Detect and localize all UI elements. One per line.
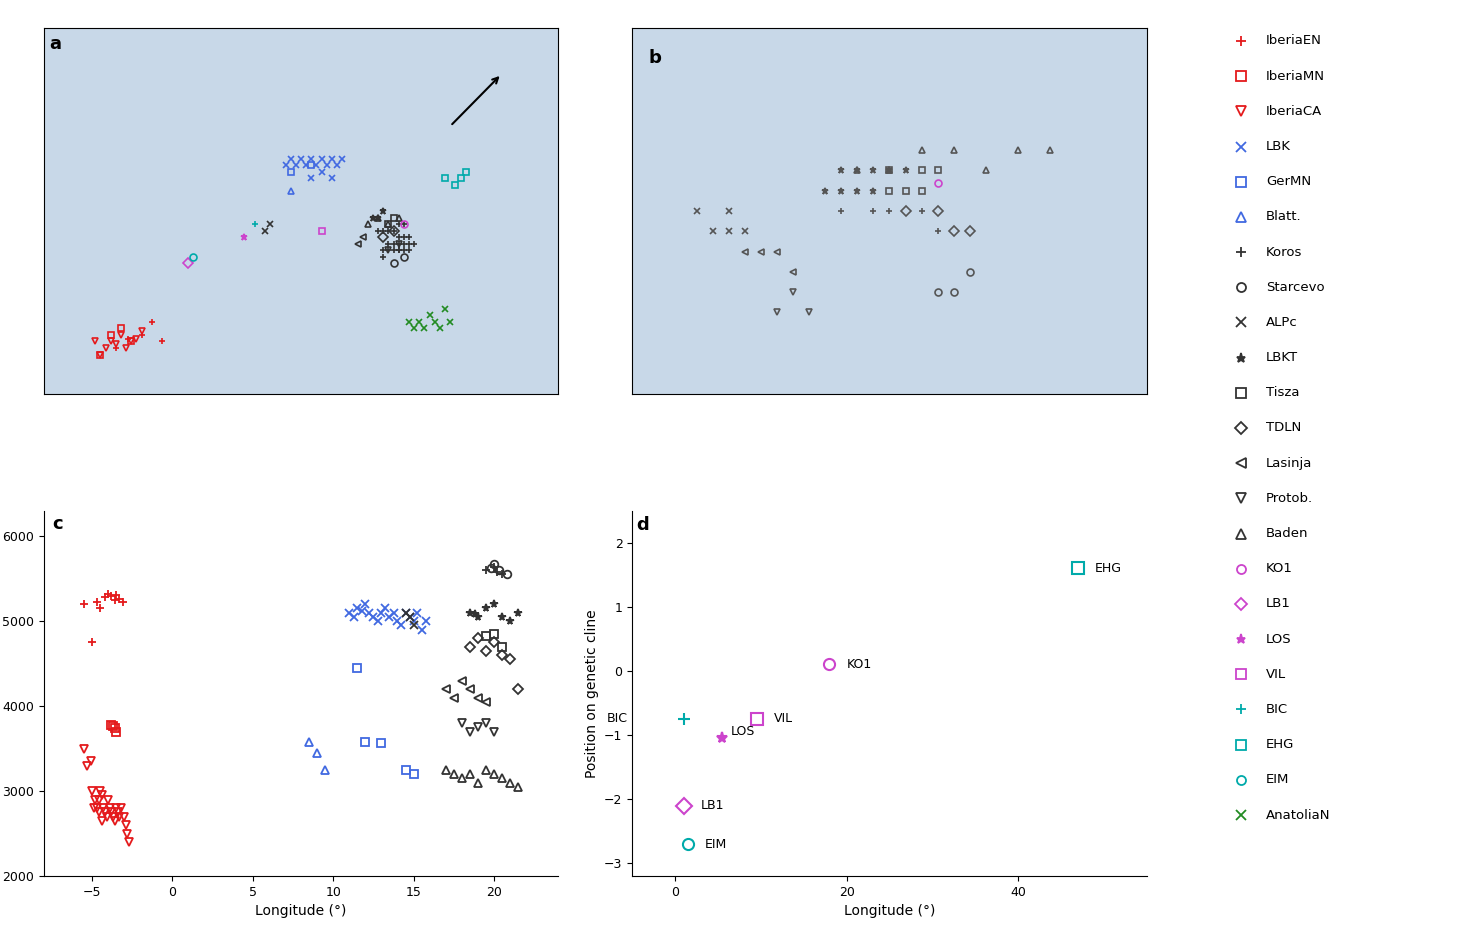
Text: LB1: LB1 — [1265, 597, 1290, 610]
Text: KO1: KO1 — [847, 658, 872, 671]
Text: BIC: BIC — [1265, 703, 1287, 716]
Text: EIM: EIM — [1265, 773, 1289, 787]
Text: Baden: Baden — [1265, 527, 1308, 540]
Text: IberiaMN: IberiaMN — [1265, 70, 1325, 83]
Text: Koros: Koros — [1265, 246, 1302, 259]
Text: LB1: LB1 — [701, 799, 724, 812]
Y-axis label: Position on genetic cline: Position on genetic cline — [585, 609, 598, 778]
Text: LBKT: LBKT — [1265, 351, 1298, 365]
Text: AnatoliaN: AnatoliaN — [1265, 808, 1330, 821]
Text: EHG: EHG — [1265, 739, 1295, 751]
Text: KO1: KO1 — [1265, 562, 1293, 576]
Text: LOS: LOS — [732, 725, 755, 739]
Text: a: a — [50, 35, 61, 53]
Text: Blatt.: Blatt. — [1265, 210, 1302, 223]
Text: c: c — [51, 515, 63, 533]
Text: LBK: LBK — [1265, 140, 1290, 153]
Text: Tisza: Tisza — [1265, 386, 1299, 399]
X-axis label: Longitude (°): Longitude (°) — [844, 904, 935, 918]
Text: ALPc: ALPc — [1265, 316, 1298, 329]
Text: EHG: EHG — [1096, 561, 1122, 575]
Text: d: d — [636, 516, 650, 534]
Text: LOS: LOS — [1265, 633, 1292, 645]
Text: IberiaEN: IberiaEN — [1265, 35, 1323, 47]
Text: b: b — [648, 49, 661, 67]
Text: Protob.: Protob. — [1265, 492, 1314, 505]
Text: TDLN: TDLN — [1265, 421, 1301, 434]
Text: VIL: VIL — [774, 712, 793, 725]
Text: Lasinja: Lasinja — [1265, 457, 1312, 470]
Text: VIL: VIL — [1265, 668, 1286, 681]
Text: EIM: EIM — [705, 837, 727, 851]
Text: Starcevo: Starcevo — [1265, 281, 1324, 294]
Text: BIC: BIC — [607, 712, 628, 725]
X-axis label: Longitude (°): Longitude (°) — [256, 904, 347, 918]
Text: GerMN: GerMN — [1265, 175, 1311, 188]
Text: IberiaCA: IberiaCA — [1265, 105, 1323, 118]
